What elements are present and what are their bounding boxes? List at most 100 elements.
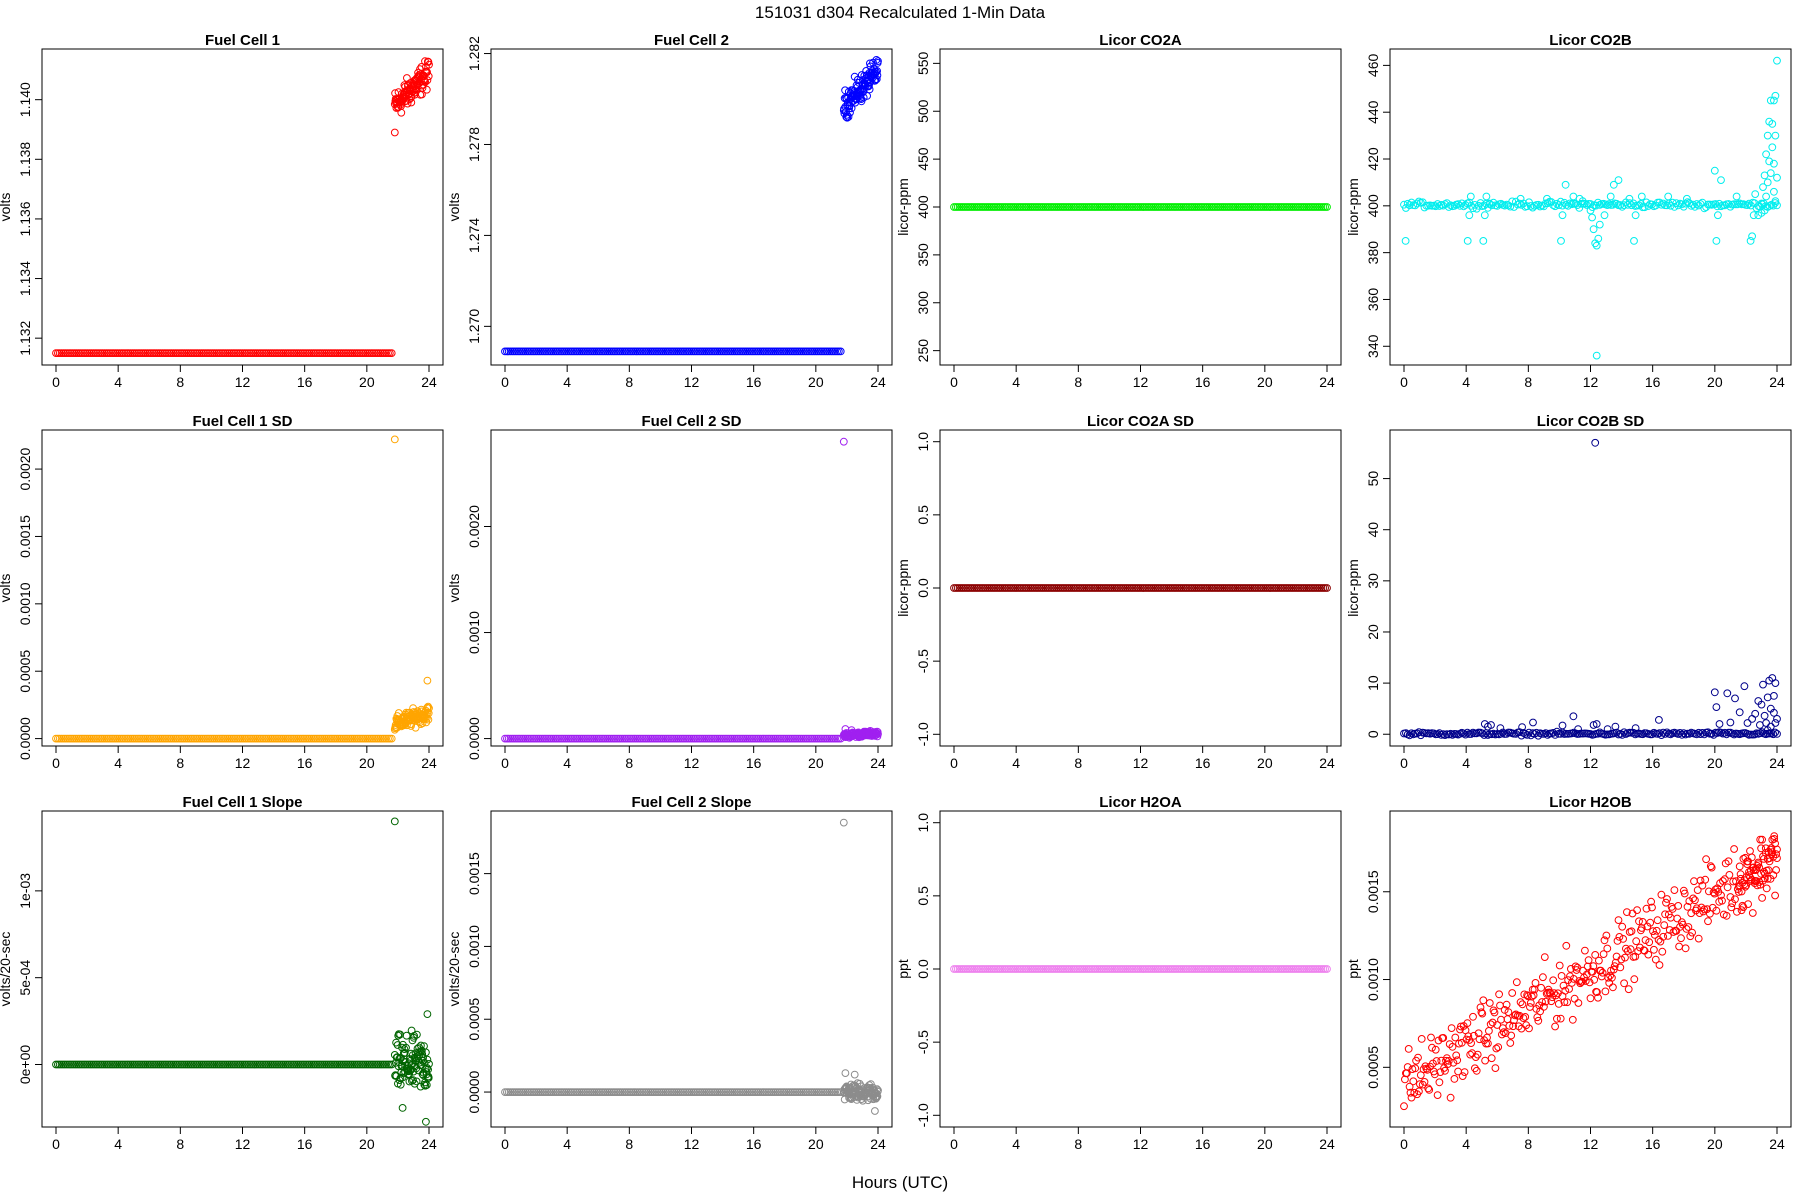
data-point: [1506, 1039, 1515, 1047]
x-tick-label: 4: [1012, 374, 1020, 390]
data-point: [1692, 200, 1701, 208]
data-point: [1710, 166, 1719, 175]
y-axis-label: licor-ppm: [1345, 178, 1361, 236]
x-tick-label: 8: [176, 374, 184, 390]
data-point: [405, 1070, 414, 1078]
data-point: [1407, 729, 1416, 738]
data-point: [422, 1048, 430, 1057]
data-point: [1519, 729, 1528, 737]
data-point: [1450, 202, 1459, 210]
data-point: [1672, 199, 1681, 208]
data-point: [1770, 832, 1779, 840]
series-points: [950, 584, 1331, 592]
plot-frame: [490, 429, 893, 747]
data-point: [1762, 884, 1771, 893]
data-point: [865, 82, 873, 90]
y-tick-label: 1.282: [466, 36, 482, 71]
data-point: [1556, 1014, 1565, 1023]
data-point: [1416, 1080, 1424, 1088]
data-point: [1694, 934, 1703, 943]
x-tick-label: 20: [1257, 755, 1273, 771]
data-point: [872, 75, 881, 83]
x-tick-label: 20: [1257, 1136, 1273, 1152]
data-point: [1691, 896, 1699, 905]
x-tick-label: 24: [1769, 755, 1785, 771]
data-point: [1530, 730, 1539, 738]
y-tick-label: 0.0000: [466, 717, 482, 760]
data-point: [1435, 1078, 1444, 1087]
data-point: [1512, 1010, 1520, 1019]
data-point: [1663, 895, 1671, 903]
data-point: [407, 98, 416, 107]
data-point: [1541, 729, 1550, 737]
data-point: [1770, 96, 1778, 105]
data-point: [1477, 1008, 1486, 1017]
data-point: [1516, 998, 1525, 1007]
data-point: [1588, 213, 1596, 222]
data-point: [1674, 201, 1683, 210]
data-point: [425, 60, 433, 69]
data-point: [846, 108, 854, 117]
data-point: [1659, 728, 1668, 737]
data-point: [1592, 241, 1601, 250]
data-point: [1627, 927, 1636, 936]
data-point: [1729, 877, 1738, 886]
data-point: [1687, 201, 1696, 210]
y-tick-label: 1.278: [466, 127, 482, 162]
data-point: [1502, 1000, 1511, 1009]
data-point: [1644, 950, 1653, 959]
data-point: [874, 57, 882, 65]
data-point: [1741, 882, 1750, 891]
plot-frame: [41, 429, 444, 747]
data-point: [1482, 192, 1491, 201]
series-points: [1400, 832, 1781, 1111]
data-point: [1695, 909, 1704, 917]
data-point: [1726, 718, 1735, 727]
x-tick-label: 4: [114, 374, 122, 390]
data-point: [1756, 729, 1765, 738]
data-point: [1650, 945, 1658, 954]
data-point: [1400, 1102, 1408, 1111]
y-tick-label: 1.134: [17, 261, 33, 296]
data-point: [1594, 729, 1602, 738]
data-point: [1715, 720, 1724, 728]
y-tick-label: 1.132: [17, 320, 33, 355]
data-point: [1519, 1014, 1528, 1022]
panel-title: Licor CO2A: [1099, 32, 1182, 49]
data-point: [1525, 198, 1533, 207]
x-tick-label: 24: [421, 374, 437, 390]
data-point: [1711, 200, 1720, 208]
data-point: [1763, 874, 1772, 883]
data-point: [1512, 978, 1521, 987]
x-tick-label: 16: [746, 1136, 762, 1152]
data-point: [1409, 1077, 1418, 1086]
data-point: [1752, 204, 1761, 213]
x-tick-label: 0: [501, 1136, 509, 1152]
data-point: [1660, 921, 1669, 929]
data-point: [1464, 1032, 1473, 1041]
data-point: [1586, 206, 1595, 215]
data-point: [1747, 877, 1755, 885]
x-tick-label: 8: [1074, 1136, 1082, 1152]
data-point: [1688, 928, 1696, 937]
data-point: [1651, 955, 1660, 964]
data-point: [1659, 199, 1668, 208]
y-tick-label: 0.0010: [17, 582, 33, 625]
data-point: [1771, 131, 1780, 140]
data-point: [873, 1092, 882, 1101]
data-point: [392, 1038, 401, 1047]
panel-2: Licor CO2A licor-ppm 0 4 8 12 16 20 24 250 300 350 4…: [895, 32, 1342, 390]
data-point: [1458, 1072, 1467, 1080]
data-point: [1684, 923, 1693, 931]
data-point: [1692, 730, 1701, 739]
data-point: [1441, 1066, 1449, 1075]
data-point: [1507, 1031, 1516, 1040]
data-point: [1581, 199, 1589, 208]
data-point: [1718, 896, 1726, 905]
x-tick-label: 8: [1074, 755, 1082, 771]
x-tick-label: 20: [359, 1136, 375, 1152]
y-tick-label: 30: [1365, 573, 1381, 589]
figure-title: 151031 d304 Recalculated 1-Min Data: [755, 3, 1046, 22]
data-point: [1696, 876, 1705, 885]
data-point: [1463, 237, 1472, 245]
